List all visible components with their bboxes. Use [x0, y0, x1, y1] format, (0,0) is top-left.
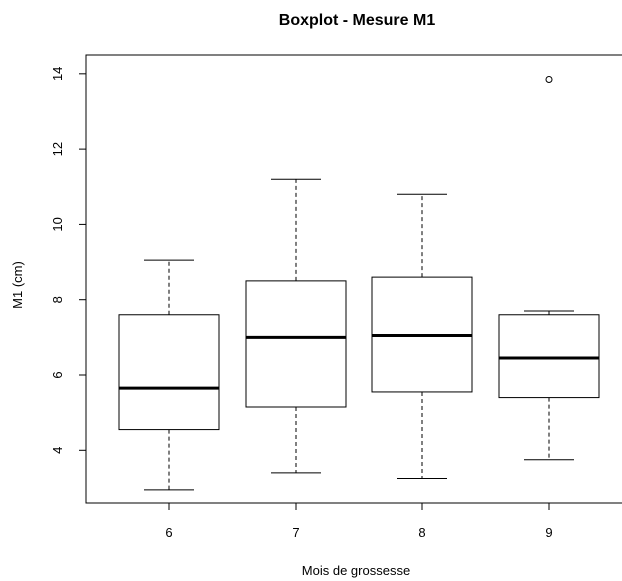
box-7 [245, 178, 347, 474]
iqr-box [498, 314, 600, 399]
y-tick-label: 14 [50, 67, 65, 81]
outlier-point [545, 75, 553, 83]
boxes-group [118, 75, 600, 491]
y-axis-label: M1 (cm) [10, 261, 25, 309]
x-tick-label: 9 [545, 525, 552, 540]
iqr-box [245, 280, 347, 408]
y-tick-label: 8 [50, 296, 65, 303]
box-6 [118, 259, 220, 491]
y-tick-label: 4 [50, 447, 65, 454]
box-8 [371, 193, 473, 480]
chart-title: Boxplot - Mesure M1 [279, 12, 436, 29]
box-9 [498, 75, 600, 461]
y-tick-label: 6 [50, 371, 65, 378]
x-tick-label: 6 [165, 525, 172, 540]
x-axis-label: Mois de grossesse [302, 563, 410, 578]
y-tick-label: 10 [50, 217, 65, 231]
x-axis: 6 7 8 9 [165, 502, 553, 540]
x-tick-label: 8 [418, 525, 425, 540]
y-tick-label: 12 [50, 142, 65, 156]
y-axis: 4 6 8 10 12 14 [50, 67, 87, 454]
x-tick-label: 7 [292, 525, 299, 540]
iqr-box [118, 314, 220, 431]
plot-frame [85, 54, 622, 504]
